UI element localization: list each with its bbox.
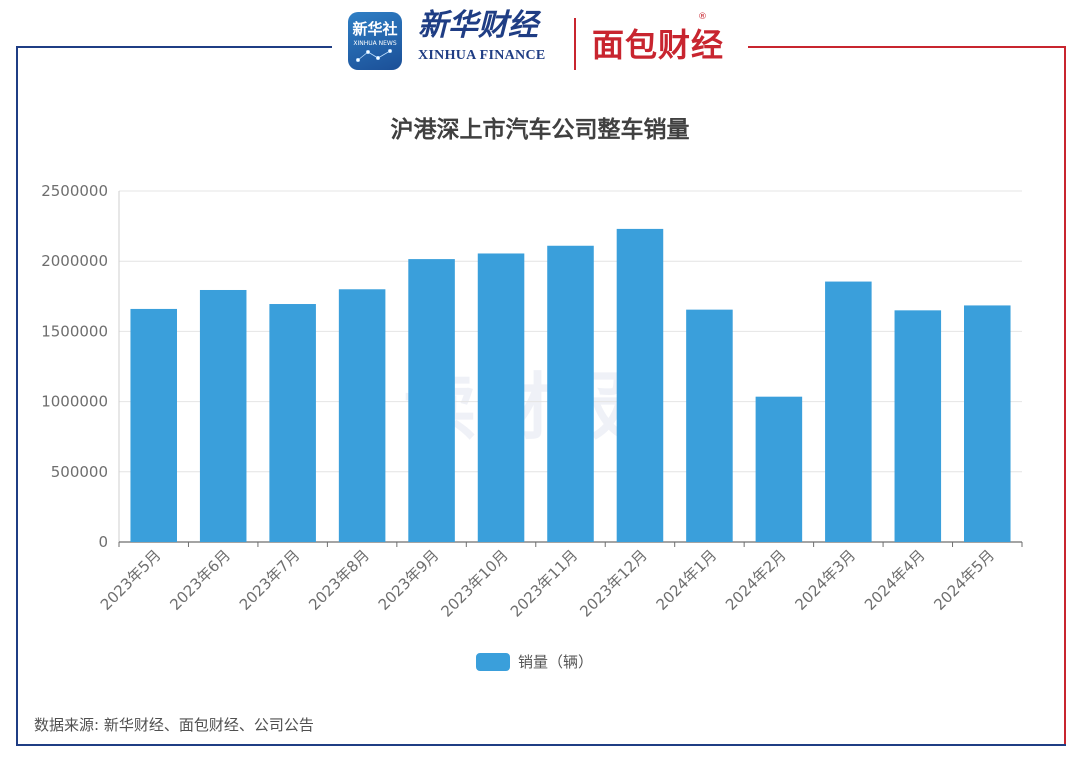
x-tick-label: 2023年11月	[507, 546, 581, 620]
x-tick-label: 2023年9月	[375, 546, 443, 614]
header-logos: 新华社 XINHUA NEWS 新华财经 XINHUA FINANCE 面包财经…	[340, 8, 740, 78]
bar	[825, 281, 872, 542]
bar	[199, 289, 247, 542]
data-source-note: 数据来源: 新华财经、面包财经、公司公告	[34, 716, 314, 734]
xinhua-news-icon: 新华社 XINHUA NEWS	[348, 12, 402, 70]
bar	[686, 309, 733, 542]
xinhua-icon-sub: XINHUA NEWS	[353, 40, 397, 47]
x-tick-label: 2023年7月	[236, 546, 304, 614]
bar	[963, 305, 1011, 542]
legend-swatch	[476, 653, 510, 671]
xinhua-icon-label: 新华社	[352, 20, 398, 38]
y-tick-label: 1000000	[41, 393, 108, 411]
x-tick-label: 2023年10月	[437, 546, 511, 620]
bar	[477, 253, 525, 542]
xinhua-finance-logo: 新华财经 XINHUA FINANCE	[418, 8, 568, 74]
y-tick-label: 2000000	[41, 252, 108, 270]
x-tick-label: 2023年8月	[305, 546, 373, 614]
bar	[269, 304, 316, 542]
y-tick-label: 0	[98, 533, 108, 551]
brand-en: XINHUA FINANCE	[418, 48, 546, 63]
bar	[408, 259, 455, 542]
frame-top-left	[16, 46, 332, 48]
registered-mark: ®	[698, 12, 707, 22]
legend-label: 销量（辆）	[518, 653, 594, 671]
bar	[338, 289, 386, 542]
x-tick-label: 2024年1月	[653, 546, 721, 614]
x-tick-label: 2024年3月	[791, 546, 859, 614]
mianbao-finance-logo: 面包财经	[592, 26, 725, 64]
brand-cn: 新华财经	[418, 8, 538, 43]
x-tick-label: 2024年2月	[722, 546, 790, 614]
frame-right	[1064, 46, 1066, 746]
logo-divider	[574, 18, 576, 70]
bar	[894, 310, 942, 542]
bar	[755, 396, 803, 542]
bar	[616, 228, 664, 542]
x-tick-label: 2023年12月	[576, 546, 650, 620]
x-tick-label: 2024年4月	[861, 546, 929, 614]
bar	[130, 308, 178, 542]
x-tick-label: 2023年5月	[97, 546, 165, 614]
chart-title: 沪港深上市汽车公司整车销量	[390, 117, 690, 143]
frame-bottom	[16, 744, 1066, 746]
network-dots-icon	[356, 48, 393, 62]
frame-left	[16, 46, 18, 746]
y-tick-label: 500000	[51, 463, 108, 481]
y-tick-label: 1500000	[41, 322, 108, 340]
y-tick-label: 2500000	[41, 182, 108, 200]
x-tick-label: 2023年6月	[166, 546, 234, 614]
bar	[547, 245, 594, 543]
frame-top-right	[748, 46, 1066, 48]
x-tick-label: 2024年5月	[930, 546, 998, 614]
